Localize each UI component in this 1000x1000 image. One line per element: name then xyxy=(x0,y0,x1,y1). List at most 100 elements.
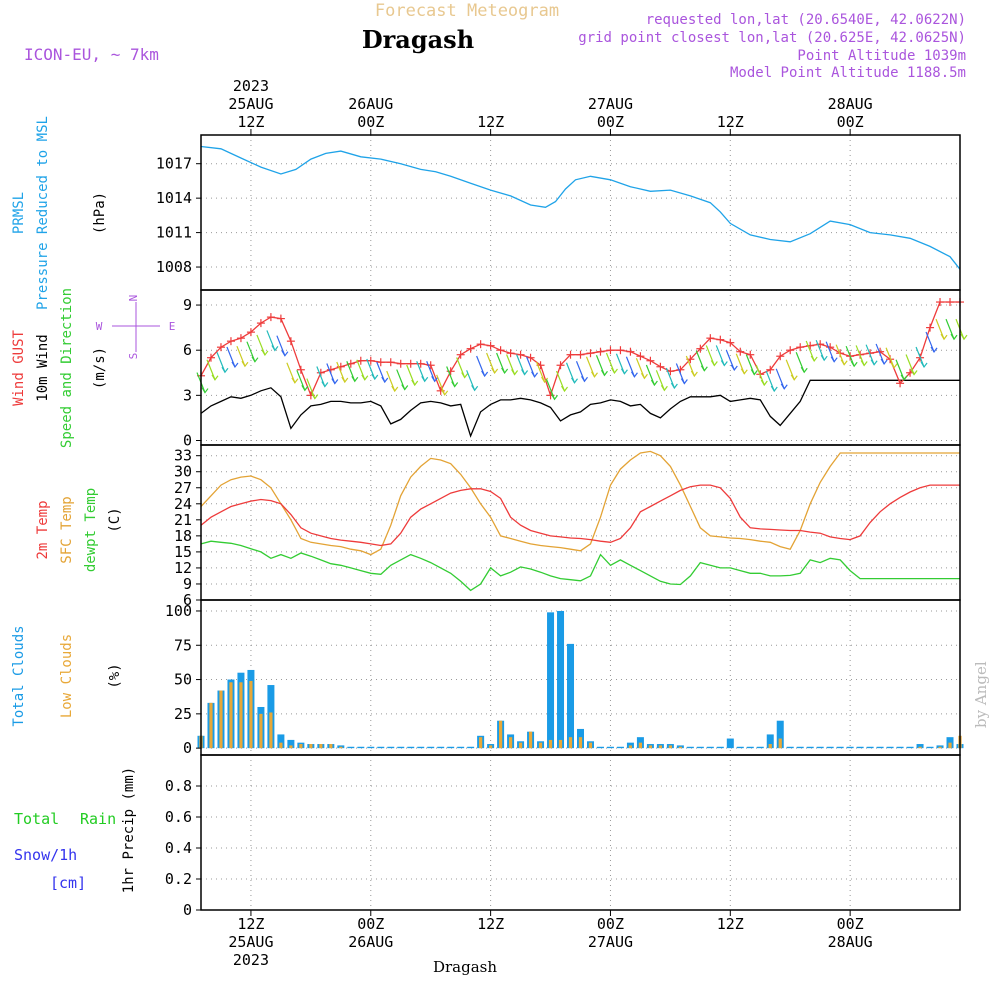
wind-arrow-head xyxy=(251,356,259,363)
total-cloud-bar xyxy=(766,734,774,749)
total-cloud-bar xyxy=(447,746,455,749)
bottom-time-label: 00Z xyxy=(597,915,624,933)
wind-arrow-head xyxy=(680,378,688,385)
wind-arrow-head xyxy=(690,370,698,378)
bottom-time-label: 00Z xyxy=(837,915,864,933)
top-time-label: 00Z xyxy=(837,113,864,131)
compass-rose: N W E S xyxy=(96,295,176,360)
total-cloud-bar xyxy=(856,746,864,749)
wind-labels: Wind GUST 10m Wind Speed and Direction (… xyxy=(11,288,175,448)
low-cloud-bar xyxy=(578,737,583,749)
watermark: by Angel xyxy=(972,661,990,728)
wind-arrow-head xyxy=(451,381,459,388)
total-clouds-label: Total Clouds xyxy=(11,625,27,726)
wind-arrow-head xyxy=(221,366,229,374)
pressure-line xyxy=(200,145,961,270)
total-cloud-bar xyxy=(367,746,375,749)
data-layer xyxy=(196,145,968,749)
wind-arrow-head xyxy=(830,356,838,363)
y-tick-label: 15 xyxy=(174,543,192,561)
total-cloud-bar xyxy=(427,746,435,749)
low-cloud-bar xyxy=(219,690,223,749)
snow-label: Snow/1h xyxy=(14,846,77,864)
wind-arrow-head xyxy=(870,359,878,366)
wind-arrow-head xyxy=(720,360,728,367)
wind-arrow-head xyxy=(940,333,948,341)
low-cloud-bar xyxy=(289,745,293,749)
top-time-label: 12Z xyxy=(477,113,504,131)
total-cloud-bar xyxy=(696,746,704,749)
compass-e: E xyxy=(169,320,176,333)
wind-arrow-head xyxy=(411,379,419,387)
low-cloud-bar xyxy=(948,742,952,749)
wind-arrow-head xyxy=(381,376,389,384)
total-cloud-bar xyxy=(347,746,355,749)
y-tick-label: 100 xyxy=(165,602,192,620)
wind-arrow-head xyxy=(271,345,279,352)
wind-arrow-head xyxy=(201,387,209,394)
panel-frame xyxy=(200,289,961,446)
low-cloud-bar xyxy=(588,742,593,749)
wind-arrow-head xyxy=(241,360,249,368)
total-cloud-bar xyxy=(796,746,804,749)
axis-layer: 202325AUG12Z12Z25AUG202326AUG00Z00Z26AUG… xyxy=(156,77,961,969)
wind-speed-line xyxy=(200,379,960,438)
low-cloud-bar xyxy=(528,731,533,749)
wind-arrow-head xyxy=(800,366,808,374)
low-cloud-bar xyxy=(628,745,633,749)
total-cloud-bar xyxy=(916,744,924,749)
total-cloud-bar xyxy=(277,734,285,749)
total-cloud-bar xyxy=(596,746,604,749)
wind-arrow-head xyxy=(561,385,569,393)
wind-arrow-head xyxy=(331,378,339,385)
low-cloud-bar xyxy=(229,682,233,749)
wind-arrow-head xyxy=(850,360,858,368)
dewpt-label: dewpt Temp xyxy=(83,488,99,572)
total-cloud-bar xyxy=(836,746,844,749)
panel-frame xyxy=(200,754,961,911)
total-cloud-bar xyxy=(776,720,784,749)
wind-arrow-head xyxy=(590,371,598,378)
wind-arrow-head xyxy=(261,349,269,357)
wind-arrow-head xyxy=(511,369,519,376)
total-cloud-bar xyxy=(706,746,714,749)
wind-arrow-head xyxy=(620,368,628,375)
wind-arrow-head xyxy=(920,361,928,369)
y-tick-label: 0.8 xyxy=(165,777,192,795)
wind-arrow-head xyxy=(321,381,329,388)
wind-arrow-head xyxy=(660,384,668,392)
low-cloud-bar xyxy=(479,737,483,749)
wind-arrow-head xyxy=(231,361,239,369)
total-cloud-bar xyxy=(457,746,465,749)
low-cloud-bar xyxy=(319,744,323,749)
wind-arrow-head xyxy=(610,367,618,375)
wind-arrow-head xyxy=(421,375,429,383)
cm-label: [cm] xyxy=(50,874,86,892)
wind-arrow-head xyxy=(491,367,499,375)
celsius-label: (C) xyxy=(107,507,123,532)
wind-arrow-head xyxy=(551,394,559,401)
wind-arrow-head xyxy=(750,369,758,376)
wind-arrow-head xyxy=(640,372,648,380)
total-cloud-bar xyxy=(846,746,854,749)
low-cloud-bar xyxy=(648,745,653,749)
wind-arrow-head xyxy=(820,354,828,362)
low-cloud-bar xyxy=(209,702,213,749)
y-tick-label: 0.6 xyxy=(165,808,192,826)
bottom-time-label: 26AUG xyxy=(348,933,393,951)
y-tick-label: 0 xyxy=(183,739,192,757)
wind-arrow-head xyxy=(670,382,678,390)
precip-unit-label: 1hr Precip (mm) xyxy=(121,767,137,893)
low-cloud-bar xyxy=(918,746,922,749)
requested-coords: requested lon,lat (20.6540E, 42.0622N) xyxy=(646,12,966,28)
low-cloud-bar xyxy=(568,737,573,749)
wind-arrow-head xyxy=(790,374,798,381)
wind-arrow-head xyxy=(301,384,309,392)
total-cloud-bar xyxy=(437,746,445,749)
wind-arrow-head xyxy=(580,375,588,383)
y-tick-label: 9 xyxy=(183,296,192,314)
total-cloud-bar xyxy=(397,746,405,749)
wind-arrow-head xyxy=(650,379,658,387)
wind-arrow-head xyxy=(860,360,868,367)
low-cloud-bar xyxy=(778,738,782,749)
